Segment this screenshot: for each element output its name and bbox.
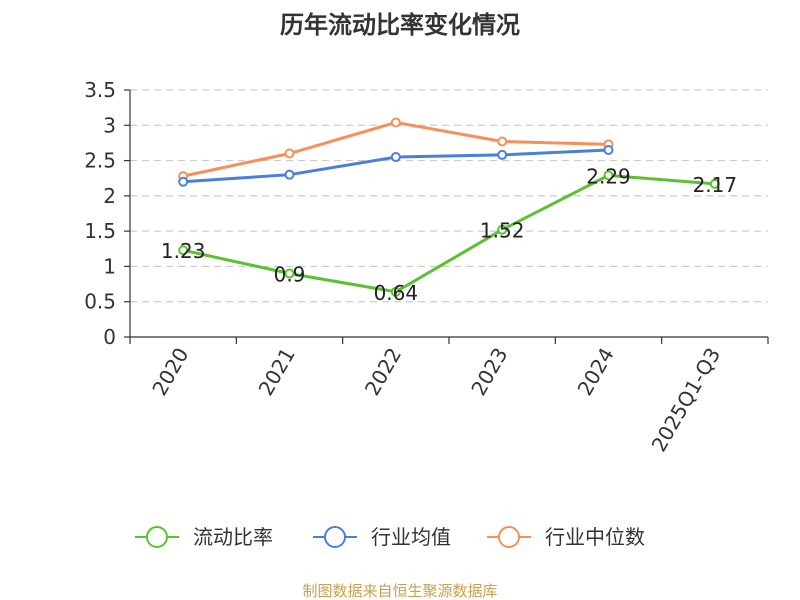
legend-marker: [324, 526, 346, 548]
data-point[interactable]: [603, 170, 614, 181]
series-lines: [178, 117, 720, 297]
data-point[interactable]: [390, 152, 401, 163]
data-point[interactable]: [178, 245, 189, 256]
data-point[interactable]: [497, 149, 508, 160]
legend-item[interactable]: 行业均值: [313, 525, 451, 549]
data-point[interactable]: [390, 117, 401, 128]
data-label: 1.52: [480, 219, 525, 243]
x-tick-label: 2024: [573, 344, 619, 400]
data-point[interactable]: [709, 178, 720, 189]
y-tick-label: 1.5: [84, 219, 116, 243]
data-point[interactable]: [284, 148, 295, 159]
data-point[interactable]: [497, 136, 508, 147]
gridlines: [130, 89, 768, 303]
legend-label: 行业中位数: [545, 525, 645, 549]
series-line-0: [182, 173, 715, 294]
data-label: 0.9: [274, 262, 306, 286]
data-point[interactable]: [284, 268, 295, 279]
legend-item[interactable]: 行业中位数: [487, 525, 645, 549]
y-tick-label: 2.5: [84, 149, 116, 173]
y-tick-label: 3: [103, 113, 116, 137]
y-axis-ticks: 0 0.5 1 1.5 2 2.5 3 3.5: [84, 78, 130, 349]
data-labels: 1.23 0.9 0.64 1.52 2.29 2.17: [161, 164, 737, 304]
y-tick-label: 0: [103, 325, 116, 349]
chart-title: 历年流动比率变化情况: [280, 11, 520, 39]
y-tick-label: 0.5: [84, 290, 116, 314]
legend-marker: [146, 526, 168, 548]
x-tick-label: 2025Q1-Q3: [646, 344, 725, 456]
data-point[interactable]: [603, 144, 614, 155]
data-label: 2.29: [586, 164, 631, 188]
data-point[interactable]: [390, 286, 401, 297]
data-point[interactable]: [284, 169, 295, 180]
legend-label: 行业均值: [371, 525, 451, 549]
y-tick-label: 1: [103, 254, 116, 278]
legend[interactable]: 流动比率 行业均值 行业中位数: [135, 525, 645, 549]
data-label: 0.64: [374, 281, 419, 305]
x-tick-label: 2020: [147, 344, 193, 400]
series-line-2: [182, 120, 609, 178]
source-note: 制图数据来自恒生聚源数据库: [302, 582, 497, 600]
legend-item[interactable]: 流动比率: [135, 525, 273, 549]
y-tick-label: 3.5: [84, 78, 116, 102]
data-point[interactable]: [178, 176, 189, 187]
y-tick-label: 2: [103, 184, 116, 208]
data-label: 2.17: [693, 173, 738, 197]
x-tick-label: 2022: [360, 344, 406, 400]
data-point[interactable]: [497, 224, 508, 235]
legend-label: 流动比率: [193, 525, 273, 549]
x-axis-ticks: 2020 2021 2022 2023 2024 2025Q1-Q3: [129, 337, 769, 456]
x-tick-label: 2023: [466, 343, 512, 399]
x-tick-label: 2021: [254, 344, 300, 400]
axes: [129, 90, 768, 338]
data-label: 1.23: [161, 239, 206, 263]
legend-marker: [498, 526, 520, 548]
